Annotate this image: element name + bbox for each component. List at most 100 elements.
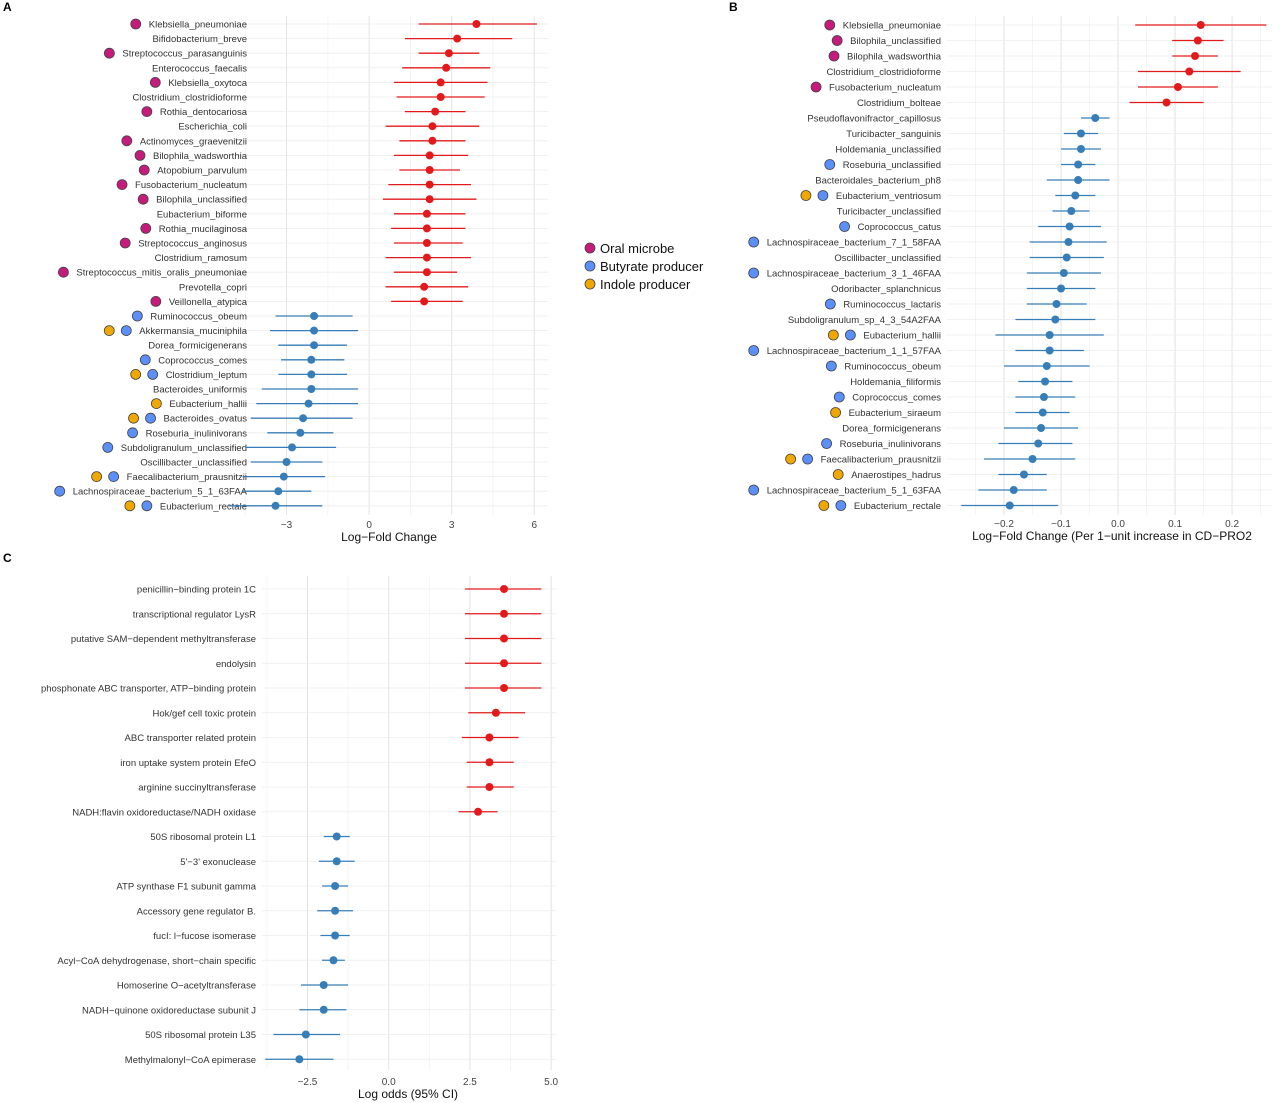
row-label: NADH:flavin oxidoreductase/NADH oxidase: [72, 807, 256, 818]
row-label: Clostridium_leptum: [166, 370, 247, 381]
row-label: Turicibacter_sanguinis: [846, 129, 941, 140]
row-label: Methylmalonyl−CoA epimerase: [125, 1055, 256, 1066]
row-label: Enterococcus_faecalis: [152, 63, 247, 74]
point-estimate: [442, 63, 451, 72]
x-axis-title: Log−Fold Change: [341, 530, 437, 544]
category-marker: [748, 484, 760, 496]
point-estimate: [1191, 52, 1200, 60]
row-label: Eubacterium_biforme: [157, 209, 247, 220]
row-label: Ruminococcus_lactaris: [843, 300, 941, 311]
category-marker: [134, 149, 146, 161]
row-label: Actinomyces_graevenitzii: [140, 136, 247, 147]
point-estimate: [436, 93, 445, 101]
point-estimate: [329, 956, 338, 965]
row-label: Bacteroides_uniformis: [153, 385, 247, 396]
row-label: Bilophila_wadsworthia: [153, 151, 248, 162]
point-estimate: [420, 282, 429, 291]
point-estimate: [288, 443, 297, 452]
row-label: Streptococcus_anginosus: [138, 239, 247, 250]
row-label: Lachnospiraceae_bacterium_5_1_63FAA: [767, 486, 942, 497]
row-label: NADH−quinone oxidoreductase subunit J: [82, 1005, 256, 1016]
x-tick-label: 0.1: [1168, 519, 1182, 530]
category-marker: [145, 412, 156, 424]
row-label: Coprococcus_comes: [158, 355, 247, 366]
point-estimate: [1042, 362, 1051, 370]
category-marker: [839, 221, 850, 232]
row-label: Homoserine O−acetyltransferase: [117, 981, 256, 992]
row-label: Bifidobacterium_breve: [152, 34, 247, 45]
row-label: Clostridium_ramosum: [155, 253, 247, 264]
category-marker: [824, 159, 836, 170]
category-marker: [150, 295, 162, 307]
panel-a-forest-plot: −3 0 3 6 Log−Fold Change Klebsiella_pneumonia…: [54, 16, 548, 544]
category-marker: [810, 81, 822, 93]
category-marker: [831, 35, 843, 46]
x-tick-label: 0.0: [382, 1077, 396, 1088]
legend-swatch-oral: [584, 242, 596, 254]
row-label: Odoribacter_splanchnicus: [831, 284, 941, 295]
row-label: Ruminococcus_obeum: [150, 312, 247, 323]
row-label: Oscillibacter_unclassified: [834, 253, 941, 264]
row-label: ATP synthase F1 subunit gamma: [116, 882, 256, 893]
point-estimate: [1028, 455, 1037, 463]
row-label: Accessory gene regulator B.: [137, 906, 256, 917]
point-estimate: [1173, 83, 1182, 91]
category-marker: [130, 368, 142, 380]
x-tick-label: −0.2: [994, 519, 1014, 530]
point-estimate: [1185, 67, 1194, 76]
point-estimate: [1051, 315, 1060, 324]
category-marker: [130, 18, 142, 30]
point-estimate: [319, 981, 328, 989]
category-marker: [785, 453, 797, 465]
point-estimate: [420, 297, 429, 306]
row-label: Eubacterium_ventriosum: [836, 191, 941, 202]
category-marker: [147, 368, 159, 380]
point-estimate: [1076, 145, 1085, 153]
row-label: Eubacterium_hallii: [169, 399, 247, 410]
row-label: Oscillibacter_unclassified: [140, 458, 247, 469]
point-estimate: [1009, 486, 1018, 494]
category-marker: [141, 106, 153, 117]
row-label: Rothia_dentocariosa: [160, 107, 248, 118]
category-marker: [824, 19, 836, 31]
row-label: transcriptional regulator LysR: [133, 609, 256, 620]
point-estimate: [1037, 424, 1046, 432]
point-estimate: [331, 931, 340, 940]
point-estimate: [331, 882, 340, 890]
x-tick-label: 3: [449, 520, 455, 531]
category-marker: [844, 329, 856, 341]
row-label: Klebsiella_oxytoca: [168, 78, 247, 89]
point-estimate: [332, 857, 341, 866]
row-label: Eubacterium_rectale: [160, 501, 247, 512]
category-marker: [141, 500, 153, 512]
point-estimate: [1064, 238, 1073, 246]
row-label: Turicibacter_unclassified: [837, 207, 941, 218]
category-marker: [137, 193, 149, 205]
point-estimate: [425, 166, 434, 174]
row-label: Fusobacterium_nucleatum: [135, 180, 247, 191]
category-marker: [824, 298, 836, 310]
row-label: 5'−3' exonuclease: [180, 857, 256, 868]
category-marker: [150, 398, 162, 410]
row-label: Eubacterium_siraeum: [849, 408, 941, 419]
point-estimate: [271, 501, 280, 510]
row-label: putative SAM−dependent methyltransferase: [71, 634, 256, 645]
x-tick-label: 6: [531, 520, 537, 531]
point-estimate: [295, 1055, 304, 1064]
point-estimate: [1193, 36, 1202, 45]
point-estimate: [304, 399, 313, 408]
point-estimate: [500, 585, 509, 593]
row-label: ABC transporter related protein: [125, 733, 256, 744]
row-label: Subdoligranulum_unclassified: [121, 443, 247, 454]
row-label: Veillonella_atypica: [169, 297, 248, 308]
row-label: Bilophila_unclassified: [156, 195, 247, 206]
point-estimate: [310, 326, 319, 335]
row-label: 50S ribosomal protein L35: [145, 1030, 256, 1041]
row-label: Pseudoflavonifractor_capillosus: [807, 114, 941, 125]
point-estimate: [279, 472, 288, 481]
point-estimate: [1045, 331, 1054, 339]
row-label: Acyl−CoA dehydrogenase, short−chain spec…: [57, 956, 256, 967]
category-marker: [140, 222, 152, 234]
category-marker: [802, 453, 814, 465]
